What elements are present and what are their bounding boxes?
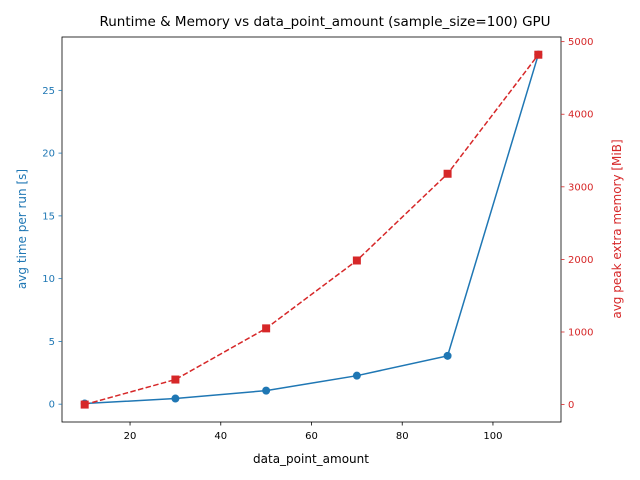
x-tick-label: 60 <box>305 431 318 442</box>
y-left-tick-label: 15 <box>42 211 55 222</box>
data-point-right <box>171 375 180 384</box>
series-line-left <box>84 54 540 405</box>
chart-title: Runtime & Memory vs data_point_amount (s… <box>99 14 550 30</box>
data-point-right <box>80 400 89 409</box>
y-left-tick-label: 5 <box>49 337 55 348</box>
x-axis-label: data_point_amount <box>253 452 369 466</box>
x-tick-label: 40 <box>214 431 227 442</box>
y-left-tick-label: 20 <box>42 149 55 160</box>
data-point-left <box>443 351 452 360</box>
y-axis-left-label: avg time per run [s] <box>15 169 29 289</box>
y-right-tick-label: 2000 <box>568 255 593 266</box>
y-left-tick-label: 0 <box>49 400 55 411</box>
y-axis-right: 0 1000 2000 3000 4000 5000 <box>561 37 593 411</box>
y-left-tick-label: 25 <box>42 86 55 97</box>
data-point-right <box>534 50 543 59</box>
x-axis: 20 40 60 80 100 <box>124 422 503 442</box>
data-point-right <box>443 169 452 178</box>
x-tick-label: 20 <box>124 431 137 442</box>
data-point-left <box>171 394 180 403</box>
y-right-tick-label: 3000 <box>568 182 593 193</box>
plot-area <box>61 36 562 423</box>
data-point-left <box>352 371 361 380</box>
data-point-left <box>262 386 271 395</box>
data-point-right <box>352 256 361 265</box>
x-tick-label: 80 <box>396 431 409 442</box>
y-right-tick-label: 0 <box>568 400 574 411</box>
series-line-right <box>84 54 539 406</box>
y-axis-right-label: avg peak extra memory [MiB] <box>610 139 624 318</box>
x-tick-label: 100 <box>483 431 502 442</box>
y-left-tick-label: 10 <box>42 274 55 285</box>
data-point-right <box>262 324 271 333</box>
y-axis-left: 0 5 10 15 20 25 <box>42 86 62 411</box>
y-right-tick-label: 1000 <box>568 327 593 338</box>
y-right-tick-label: 5000 <box>568 37 593 48</box>
y-right-tick-label: 4000 <box>568 110 593 121</box>
